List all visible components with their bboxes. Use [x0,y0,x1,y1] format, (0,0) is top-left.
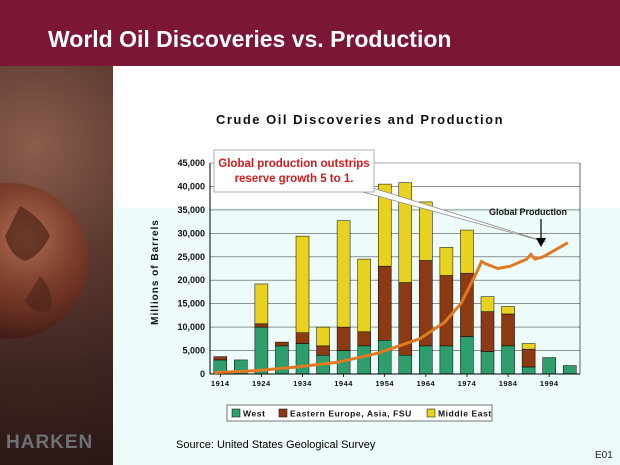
bar-segment [254,283,269,325]
bar-segment [419,201,433,261]
grid-lines [210,162,580,351]
global-production-label: Global Production [489,207,567,217]
bar-segment [562,365,577,375]
bar-segment [275,341,289,347]
bar-segment [521,343,536,350]
x-tick-label: 1974 [458,379,477,388]
legend-swatch [426,408,436,418]
globe-image [0,66,113,465]
legend-box [226,404,493,422]
bar-segment [542,357,556,375]
bar-segment [480,296,495,312]
axes [209,163,581,375]
production-line [214,241,569,375]
callout-text-line: reserve growth 5 to 1. [235,173,354,185]
y-tick-label: 20,000 [177,275,205,285]
bar-segment [377,183,392,267]
callout-box [213,149,375,193]
bar-segment [480,311,495,352]
bar-series [213,182,577,375]
callout: Global production outstrips reserve growt… [213,149,567,247]
bar-segment [336,220,351,328]
bar-segment [295,235,310,333]
x-tick-label: 1964 [416,379,435,388]
bar-segment [357,345,371,375]
x-tick-label: 1994 [540,379,559,388]
x-tick-label: 1934 [293,379,312,388]
slide-title: World Oil Discoveries vs. Production [48,26,452,52]
legend-swatch [278,408,288,418]
y-tick-label: 10,000 [177,322,205,332]
globe-icon [0,183,88,339]
slide-code: E01 [595,450,613,461]
y-tick-label: 15,000 [177,299,205,309]
bar-segment [419,345,433,375]
bar-segment [377,339,392,375]
bar-segment [398,354,413,375]
legend-label: Middle East [438,409,492,419]
bar-segment [480,351,495,375]
bar-segment [295,343,310,375]
bar-segment [521,366,536,375]
legend: West Eastern Europe, Asia, FSU Middle East [226,404,493,422]
y-tick-labels: 0 5,000 10,000 15,000 20,000 25,000 30,000 35,0… [177,158,205,379]
bar-segment [316,345,330,356]
legend-swatch [231,408,241,418]
x-tick-label: 1954 [375,379,394,388]
bar-segment [295,332,310,344]
y-tick-label: 35,000 [177,205,205,215]
legend-label: Eastern Europe, Asia, FSU [290,409,412,419]
y-tick-label: 30,000 [177,228,205,238]
x-tick-label: 1984 [499,379,518,388]
bar-segment [501,313,515,347]
bar-segment [254,326,269,375]
chart-title: Crude Oil Discoveries and Production [216,112,504,127]
title-bar [0,0,620,66]
company-logo: HARKEN [6,432,94,453]
x-tick-label: 1914 [211,379,230,388]
y-tick-label: 25,000 [177,252,205,262]
x-tick-label: 1924 [252,379,271,388]
bar-segment [254,323,269,328]
y-tick-label: 40,000 [177,181,205,191]
bar-segment [213,356,228,361]
callout-text-line: Global production outstrips [218,158,369,170]
y-tick-label: 0 [200,369,205,379]
bar-segment [398,182,413,283]
arrow-head [536,238,546,247]
bar-segment [460,336,474,375]
bar-segment [521,348,536,368]
x-tick-label: 1944 [334,379,353,388]
x-tick-labels: 1914 1924 1934 1944 1954 1964 1974 1984 1994 [211,374,559,388]
bar-segment [357,258,371,333]
bar-segment [439,247,454,276]
bar-segment [316,326,330,347]
y-axis-label: Millions of Barrels [150,219,161,325]
source-note: Source: United States Geological Survey [176,439,376,451]
bar-segment [357,331,371,347]
bar-segment [336,326,351,351]
bar-segment [501,345,515,375]
bar-segment [501,306,515,315]
bar-segment [460,229,474,274]
y-tick-label: 45,000 [177,158,205,168]
legend-label: West [243,409,266,419]
y-tick-label: 5,000 [182,346,205,356]
bar-segment [439,275,454,347]
bar-segment [439,345,454,375]
bar-segment [377,265,392,341]
